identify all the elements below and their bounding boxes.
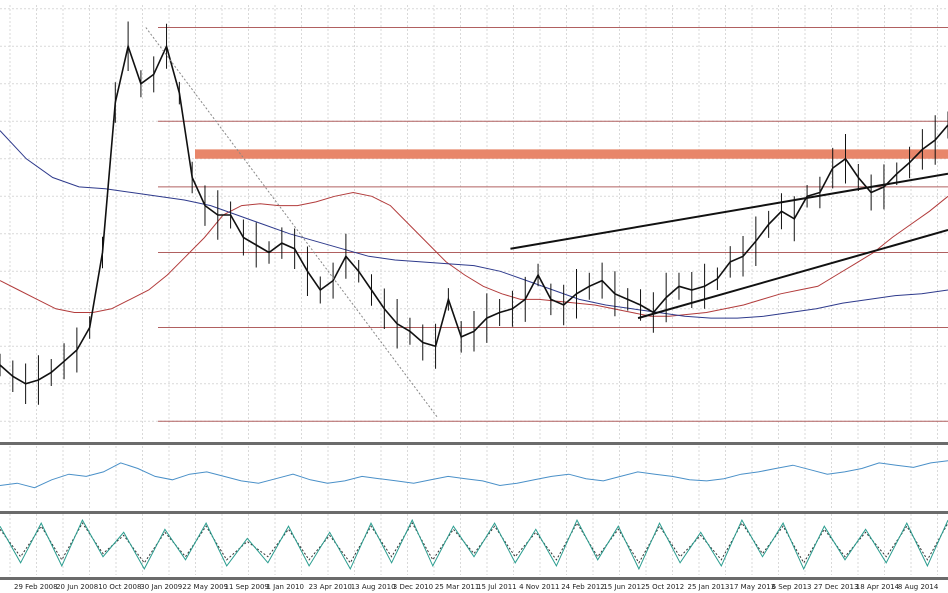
resistance-zone-bar: [195, 149, 948, 159]
x-tick-label: 27 Dec 2013: [814, 583, 859, 591]
x-tick-label: 15 Jun 2012: [603, 583, 645, 591]
x-tick-label: 8 Aug 2014: [898, 583, 939, 591]
x-tick-label: 29 Feb 2008: [14, 583, 58, 591]
oscillator-2-main-line: [0, 518, 948, 571]
x-tick-label: 5 Oct 2012: [645, 583, 684, 591]
x-tick-label: 23 Apr 2010: [309, 583, 352, 591]
oscillator-2: [0, 518, 948, 571]
panel-separators: [0, 442, 948, 580]
oscillator-1-line: [0, 460, 948, 489]
trendline: [637, 229, 948, 320]
ma-fast-line: [0, 191, 948, 317]
x-tick-label: 11 Sep 2009: [225, 583, 269, 591]
x-tick-label: 13 Aug 2010: [351, 583, 396, 591]
x-tick-label: 25 Jan 2013: [688, 583, 730, 591]
x-tick-label: 6 Sep 2013: [772, 583, 812, 591]
x-tick-label: 1 Jan 2010: [267, 583, 305, 591]
trendlines: [145, 27, 948, 418]
x-tick-label: 10 Oct 2008: [98, 583, 141, 591]
grid-layer: [0, 5, 948, 575]
price-series: [0, 21, 948, 405]
x-tick-label: 3 Dec 2010: [393, 583, 433, 591]
x-tick-label: 18 Apr 2014: [856, 583, 900, 591]
oscillator-1: [0, 460, 948, 489]
x-tick-label: 22 May 2009: [182, 583, 228, 591]
x-tick-label: 17 May 2013: [730, 583, 776, 591]
trendline: [510, 172, 948, 250]
resistance-zone: [195, 149, 948, 159]
x-tick-label: 30 Jan 2009: [140, 583, 182, 591]
fibonacci-levels: [158, 27, 948, 422]
x-tick-label: 25 Mar 2011: [435, 583, 479, 591]
x-tick-label: 24 Feb 2012: [561, 583, 605, 591]
x-tick-label: 15 Jul 2011: [477, 583, 517, 591]
trendline: [145, 27, 438, 418]
x-tick-label: 4 Nov 2011: [519, 583, 559, 591]
moving-averages: [0, 130, 948, 319]
panel-separator: [0, 577, 948, 580]
x-tick-label: 20 Jun 2008: [56, 583, 98, 591]
panel-separator: [0, 511, 948, 514]
panel-separator: [0, 442, 948, 445]
ma-slow-line: [0, 130, 948, 319]
